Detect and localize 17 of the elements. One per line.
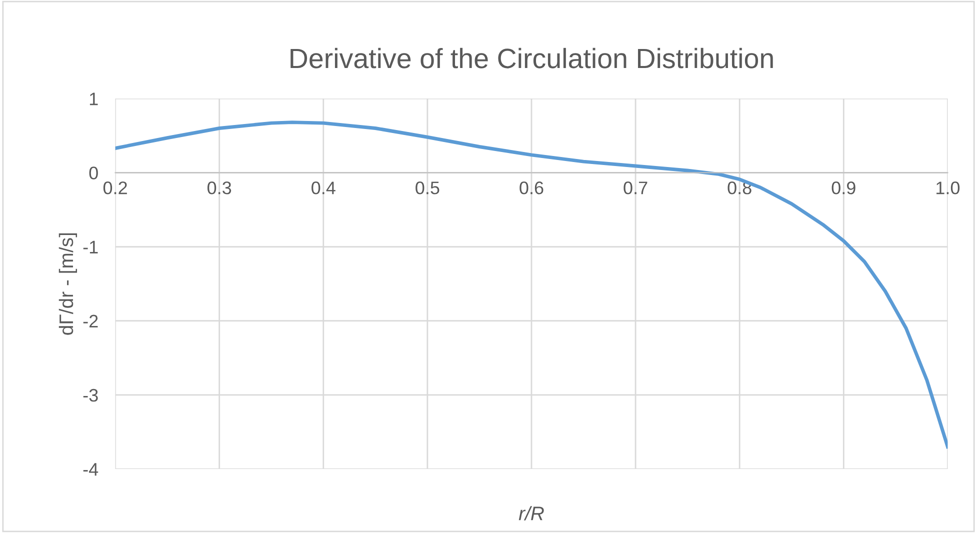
x-tick-label: 0.3	[207, 182, 232, 194]
x-tick-label: 0.9	[832, 182, 856, 194]
y-tick-label: -2	[83, 314, 98, 328]
y-tick-label: -4	[83, 463, 98, 476]
y-tick-label: -1	[83, 240, 98, 254]
x-axis-title: r/R	[518, 506, 544, 520]
x-tick-label: 0.5	[416, 182, 440, 194]
chart-title: Derivative of the Circulation Distribution	[290, 48, 773, 68]
y-tick-label: 1	[90, 92, 98, 106]
x-tick-label: 0.2	[103, 182, 127, 194]
x-tick-label: 1.0	[936, 182, 960, 194]
x-tick-label: 0.6	[520, 182, 544, 194]
y-tick-label: -3	[83, 388, 98, 402]
x-tick-label: 0.7	[624, 182, 648, 194]
y-axis-title: dΓ/dr - [m/s]	[58, 233, 78, 335]
y-tick-label: 0	[89, 166, 98, 180]
x-tick-label: 0.4	[312, 182, 336, 194]
